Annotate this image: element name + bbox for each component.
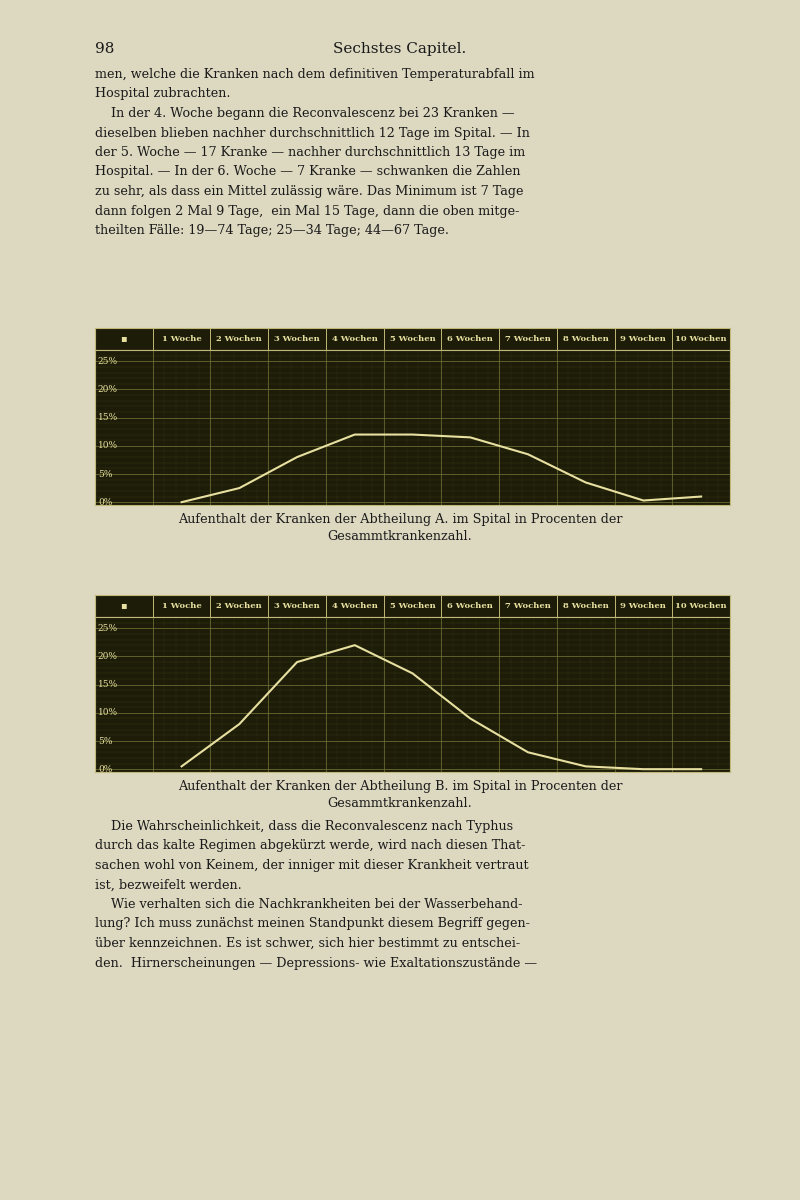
Text: durch das kalte Regimen abgekürzt werde, wird nach diesen That-: durch das kalte Regimen abgekürzt werde,… [95,840,526,852]
Text: 5 Wochen: 5 Wochen [390,602,435,610]
Text: 5%: 5% [98,469,112,479]
Text: Wie verhalten sich die Nachkrankheiten bei der Wasserbehand-: Wie verhalten sich die Nachkrankheiten b… [95,898,522,911]
Text: In der 4. Woche begann die Reconvalescenz bei 23 Kranken —: In der 4. Woche begann die Reconvalescen… [95,107,514,120]
Text: 0%: 0% [98,498,112,506]
Text: über kennzeichnen. Es ist schwer, sich hier bestimmt zu entschei-: über kennzeichnen. Es ist schwer, sich h… [95,937,520,950]
Text: 3 Wochen: 3 Wochen [274,602,320,610]
Text: 20%: 20% [98,652,118,661]
Text: den.  Hirnerscheinungen — Depressions- wie Exaltationszustände —: den. Hirnerscheinungen — Depressions- wi… [95,956,537,970]
Text: 5%: 5% [98,737,112,745]
Text: Gesammtkrankenzahl.: Gesammtkrankenzahl. [328,797,472,810]
Text: dieselben blieben nachher durchschnittlich 12 Tage im Spital. — In: dieselben blieben nachher durchschnittli… [95,126,530,139]
Text: 15%: 15% [98,413,118,422]
Text: 6 Wochen: 6 Wochen [447,602,493,610]
Text: 7 Wochen: 7 Wochen [505,335,551,343]
Text: 10 Wochen: 10 Wochen [675,602,727,610]
Text: 25%: 25% [98,624,118,632]
Text: lung? Ich muss zunächst meinen Standpunkt diesem Begriff gegen-: lung? Ich muss zunächst meinen Standpunk… [95,918,530,930]
Text: Sechstes Capitel.: Sechstes Capitel. [334,42,466,56]
Text: 4 Wochen: 4 Wochen [332,335,378,343]
Text: dann folgen 2 Mal 9 Tage,  ein Mal 15 Tage, dann die oben mitge-: dann folgen 2 Mal 9 Tage, ein Mal 15 Tag… [95,204,519,217]
Text: Hospital zubrachten.: Hospital zubrachten. [95,88,230,101]
Text: 10 Wochen: 10 Wochen [675,335,727,343]
Text: 2 Wochen: 2 Wochen [217,335,262,343]
Text: 1 Woche: 1 Woche [162,335,202,343]
Text: Aufenthalt der Kranken der Abtheilung B. im Spital in Procenten der: Aufenthalt der Kranken der Abtheilung B.… [178,780,622,793]
Text: 98: 98 [95,42,114,56]
Text: 25%: 25% [98,356,118,366]
Text: theilten Fälle: 19—74 Tage; 25—34 Tage; 44—67 Tage.: theilten Fälle: 19—74 Tage; 25—34 Tage; … [95,224,449,236]
Text: 9 Wochen: 9 Wochen [621,335,666,343]
Text: Aufenthalt der Kranken der Abtheilung A. im Spital in Procenten der: Aufenthalt der Kranken der Abtheilung A.… [178,514,622,526]
Text: 10%: 10% [98,708,118,718]
Text: 8 Wochen: 8 Wochen [562,602,609,610]
Text: 0%: 0% [98,764,112,774]
Text: der 5. Woche — 17 Kranke — nachher durchschnittlich 13 Tage im: der 5. Woche — 17 Kranke — nachher durch… [95,146,526,158]
Text: Gesammtkrankenzahl.: Gesammtkrankenzahl. [328,530,472,542]
Text: 9 Wochen: 9 Wochen [621,602,666,610]
Text: 3 Wochen: 3 Wochen [274,335,320,343]
Text: men, welche die Kranken nach dem definitiven Temperaturabfall im: men, welche die Kranken nach dem definit… [95,68,534,80]
Text: ▪: ▪ [121,601,127,611]
Text: Hospital. — In der 6. Woche — 7 Kranke — schwanken die Zahlen: Hospital. — In der 6. Woche — 7 Kranke —… [95,166,521,179]
Text: 6 Wochen: 6 Wochen [447,335,493,343]
Text: zu sehr, als dass ein Mittel zulässig wäre. Das Minimum ist 7 Tage: zu sehr, als dass ein Mittel zulässig wä… [95,185,523,198]
Text: 20%: 20% [98,385,118,394]
Text: Die Wahrscheinlichkeit, dass die Reconvalescenz nach Typhus: Die Wahrscheinlichkeit, dass die Reconva… [95,820,513,833]
Text: 10%: 10% [98,442,118,450]
Text: 8 Wochen: 8 Wochen [562,335,609,343]
Text: 7 Wochen: 7 Wochen [505,602,551,610]
Text: sachen wohl von Keinem, der inniger mit dieser Krankheit vertraut: sachen wohl von Keinem, der inniger mit … [95,859,529,872]
Text: 2 Wochen: 2 Wochen [217,602,262,610]
Text: 15%: 15% [98,680,118,689]
Text: 5 Wochen: 5 Wochen [390,335,435,343]
Text: ist, bezweifelt werden.: ist, bezweifelt werden. [95,878,242,892]
Text: 1 Woche: 1 Woche [162,602,202,610]
Text: ▪: ▪ [121,335,127,343]
Text: 4 Wochen: 4 Wochen [332,602,378,610]
